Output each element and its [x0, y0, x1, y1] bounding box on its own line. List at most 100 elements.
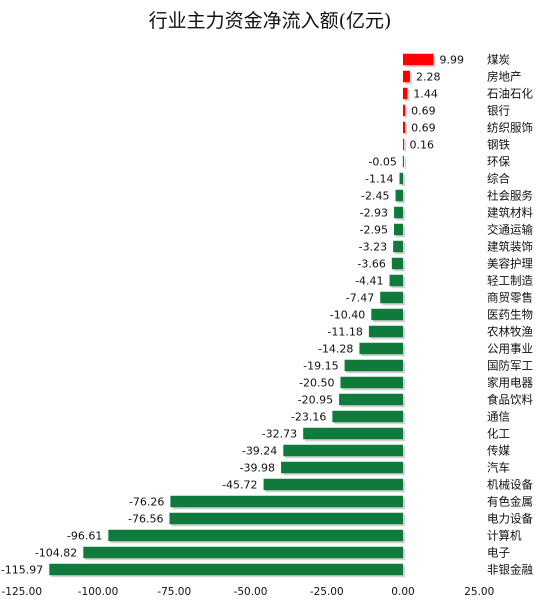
x-tick-label: -50.00: [234, 586, 268, 598]
bar: [403, 53, 434, 66]
value-label: -32.73: [262, 428, 297, 441]
value-label: -14.28: [318, 343, 353, 356]
value-label: -19.15: [303, 360, 338, 373]
value-label: -20.95: [298, 394, 333, 407]
bar: [395, 189, 403, 202]
value-label: -39.24: [242, 445, 277, 458]
value-label: -96.61: [67, 530, 102, 543]
bar: [169, 512, 403, 525]
bar: [394, 223, 403, 236]
value-label: -76.56: [128, 513, 163, 526]
bar: [283, 444, 403, 457]
value-label: 0.69: [411, 105, 436, 118]
value-label: -104.82: [35, 547, 77, 560]
bar-shadow: [401, 174, 405, 187]
category-label: 传媒: [487, 444, 510, 458]
bar: [332, 410, 403, 423]
category-label: 综合: [487, 172, 510, 186]
category-label: 国防军工: [487, 359, 533, 373]
category-label: 美容护理: [487, 257, 533, 271]
category-label: 机械设备: [487, 478, 533, 492]
x-tick-label: 0.00: [391, 586, 414, 598]
bar: [403, 104, 406, 117]
x-tick-label: 25.00: [464, 586, 494, 598]
category-label: 通信: [487, 410, 510, 424]
x-axis: -125.00 -100.00 -75.00 -50.00 -25.00 0.00 25.0…: [1, 586, 494, 598]
bar: [263, 478, 403, 491]
value-label: -3.66: [357, 258, 385, 271]
category-label: 房地产: [487, 70, 522, 84]
bar-shadow: [405, 123, 408, 136]
value-label: -2.93: [360, 207, 388, 220]
value-label: -20.50: [299, 377, 334, 390]
category-label: 公用事业: [487, 342, 533, 356]
category-label: 银行: [487, 104, 510, 118]
bar: [399, 172, 403, 185]
value-label: -0.05: [368, 156, 396, 169]
category-label: 汽车: [487, 461, 510, 475]
value-label: 9.99: [439, 54, 464, 67]
bar: [49, 563, 403, 576]
bar: [371, 308, 403, 321]
bar: [108, 529, 403, 542]
category-label: 建筑装饰: [487, 240, 533, 254]
value-label: -10.40: [330, 309, 365, 322]
category-label: 纺织服饰: [487, 121, 533, 135]
x-tick-label: -75.00: [157, 586, 191, 598]
bars-group: 9.99 煤炭 2.28 房地产 1.44 石油石化 0.69 银行 0.69 纺织服饰 0.16 钢…: [1, 53, 533, 578]
category-label: 社会服务: [487, 189, 533, 203]
category-label: 农林牧渔: [487, 325, 533, 339]
x-tick-label: -25.00: [310, 586, 344, 598]
bar: [402, 155, 405, 168]
chart-title: 行业主力资金净流入额(亿元): [149, 10, 392, 32]
bar-shadow: [405, 140, 407, 153]
bar: [83, 546, 403, 559]
value-label: 0.69: [411, 122, 436, 135]
value-label: 2.28: [416, 71, 441, 84]
bar: [339, 393, 403, 406]
category-label: 石油石化: [487, 87, 533, 101]
category-label: 商贸零售: [487, 291, 533, 305]
bar: [303, 427, 403, 440]
bar: [393, 240, 403, 253]
bar: [380, 291, 403, 304]
value-label: -45.72: [222, 479, 257, 492]
bar: [403, 121, 406, 134]
bar: [403, 87, 408, 100]
category-label: 钢铁: [487, 138, 510, 152]
value-label: 1.44: [413, 88, 438, 101]
category-label: 计算机: [487, 529, 522, 543]
category-label: 建筑材料: [487, 206, 533, 220]
bar: [389, 274, 403, 287]
value-label: -7.47: [346, 292, 374, 305]
x-tick-label: -125.00: [1, 586, 42, 598]
value-label: -115.97: [1, 564, 43, 577]
value-label: -1.14: [365, 173, 393, 186]
category-label: 环保: [487, 155, 510, 169]
value-label: -4.41: [355, 275, 383, 288]
value-label: -3.23: [359, 241, 387, 254]
category-label: 有色金属: [487, 495, 533, 509]
value-label: -39.98: [240, 462, 275, 475]
category-label: 医药生物: [487, 308, 533, 322]
bar: [170, 495, 403, 508]
category-label: 煤炭: [487, 53, 510, 67]
bar-shadow: [405, 106, 408, 119]
bar-shadow: [404, 157, 407, 170]
bar: [344, 359, 403, 372]
value-label: -2.95: [360, 224, 388, 237]
category-label: 化工: [487, 427, 510, 441]
category-label: 轻工制造: [487, 274, 533, 288]
bar: [394, 206, 403, 219]
bar: [368, 325, 403, 338]
bar: [403, 138, 405, 151]
bar: [391, 257, 403, 270]
category-label: 家用电器: [487, 376, 533, 390]
category-label: 食品饮料: [487, 393, 533, 407]
value-label: -2.45: [361, 190, 389, 203]
category-label: 非银金融: [487, 563, 533, 577]
value-label: -76.26: [129, 496, 164, 509]
bar: [359, 342, 403, 355]
value-label: 0.16: [409, 139, 434, 152]
